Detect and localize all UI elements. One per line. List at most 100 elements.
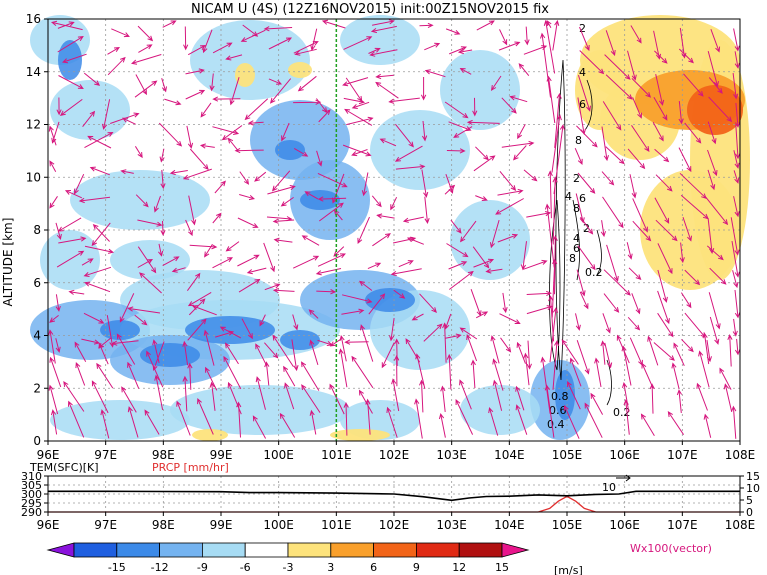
wind-vector-arrow xyxy=(470,289,482,317)
wind-vector-arrow xyxy=(186,272,201,291)
wind-vector-arrow xyxy=(684,122,702,144)
wind-vector-arrow xyxy=(547,170,553,219)
wind-vector-arrow xyxy=(727,334,733,367)
wind-vector-arrow xyxy=(161,78,167,93)
x-tick-label: 104E xyxy=(494,448,525,462)
wind-vector-arrow xyxy=(225,241,240,252)
contour-label: 4 xyxy=(573,232,580,245)
wind-vector-arrow xyxy=(485,268,503,274)
colorbar-tick-label: -6 xyxy=(240,561,251,574)
shading-blob xyxy=(575,50,625,130)
y-tick-label: 0 xyxy=(33,434,41,448)
shading-blob xyxy=(330,429,390,441)
wind-vector-arrow xyxy=(438,412,446,438)
wind-vector-arrow xyxy=(388,97,420,104)
wind-vector-arrow xyxy=(460,220,477,243)
wind-vector-arrow xyxy=(57,217,82,232)
wind-vector-arrow xyxy=(466,334,478,362)
contour-label: 8 xyxy=(575,134,582,147)
wind-vector-arrow xyxy=(579,50,605,75)
wind-vector-arrow xyxy=(679,242,685,264)
wind-vector-arrow xyxy=(212,96,241,102)
wind-vector-arrow xyxy=(549,306,559,363)
wind-vector-arrow xyxy=(59,98,83,116)
colorbar-segment xyxy=(159,542,203,558)
wind-vector-arrow xyxy=(419,293,437,313)
wind-vector-arrow xyxy=(62,53,87,64)
wind-vector-arrow xyxy=(734,289,741,319)
wind-vector-arrow xyxy=(415,353,426,390)
wind-vector-arrow xyxy=(48,125,57,146)
wind-vector-arrow xyxy=(577,172,596,194)
wind-vector-arrow xyxy=(626,242,633,260)
wind-vector-arrow xyxy=(590,392,604,415)
wind-vector-arrow xyxy=(212,126,240,135)
wind-vector-arrow xyxy=(497,188,524,196)
wind-vector-arrow xyxy=(475,195,488,201)
wind-vector-arrow xyxy=(367,262,382,270)
wind-vector-arrow xyxy=(48,384,59,415)
wind-vector-arrow xyxy=(134,314,148,326)
wind-vector-arrow xyxy=(509,95,528,103)
surface-x-tick-label: 107E xyxy=(667,518,698,532)
wind-vector-arrow xyxy=(127,361,140,389)
wind-vector-arrow xyxy=(501,140,535,148)
wind-vector-arrow xyxy=(171,267,186,273)
wind-vector-arrow xyxy=(120,169,134,175)
wind-vector-arrow xyxy=(402,216,424,223)
wind-vector-arrow xyxy=(134,146,143,159)
wind-vector-arrow xyxy=(492,358,504,391)
wind-vector-arrow xyxy=(513,145,527,161)
wind-vector-arrow xyxy=(594,357,602,387)
wind-vector-arrow xyxy=(631,125,650,153)
wind-vector-arrow xyxy=(127,306,161,314)
x-tick-label: 102E xyxy=(379,448,410,462)
wind-vector-arrow xyxy=(421,120,428,142)
wind-vector-arrow xyxy=(162,20,177,28)
wind-vector-arrow xyxy=(440,385,446,412)
contour-label: 4 xyxy=(579,66,586,79)
wind-vector-arrow xyxy=(376,213,395,219)
wind-vector-arrow xyxy=(448,270,474,290)
wind-vector-arrow xyxy=(731,405,737,439)
wind-vector-arrow xyxy=(526,211,552,218)
wind-vector-arrow xyxy=(269,78,292,104)
colorbar-segment xyxy=(415,542,460,558)
wind-vector-arrow xyxy=(293,147,309,157)
wind-vector-arrow xyxy=(159,148,165,163)
contour-label: 6 xyxy=(579,192,586,205)
wind-vector-arrow xyxy=(576,269,586,297)
wind-vector-arrow xyxy=(343,401,349,436)
colorbar-max-triangle xyxy=(501,542,530,558)
wind-vector-arrow xyxy=(707,169,716,191)
wind-vector-arrow xyxy=(605,74,633,100)
colorbar-min-triangle xyxy=(46,542,75,558)
wind-vector-arrow xyxy=(100,409,110,439)
wind-vector-arrow xyxy=(518,63,530,77)
wind-vector-arrow xyxy=(673,342,685,367)
wind-vector-arrow xyxy=(684,312,706,339)
wind-vector-arrow xyxy=(263,242,275,273)
wind-vector-arrow xyxy=(301,384,321,413)
wind-vector-arrow xyxy=(647,335,659,366)
wind-vector-arrow xyxy=(445,28,461,35)
wind-vector-arrow xyxy=(579,291,589,310)
wind-vector-arrow xyxy=(517,123,526,140)
wind-vector-arrow xyxy=(719,367,732,390)
wind-vector-arrow xyxy=(182,375,188,412)
wind-vector-arrow xyxy=(667,411,685,435)
wind-vector-arrow xyxy=(601,126,609,162)
wind-vector-arrow xyxy=(301,235,320,246)
shading-blob xyxy=(235,63,255,87)
contour-label: 0.6 xyxy=(549,404,567,417)
main-y-axis: 0 2 4 6 8 10 12 14 16 xyxy=(26,12,48,448)
wind-vector-arrow xyxy=(601,171,615,186)
wind-vector-arrow xyxy=(346,116,374,126)
x-tick-label: 108E xyxy=(725,448,756,462)
wind-vector-arrow xyxy=(146,350,164,388)
wind-vector-arrow xyxy=(602,196,624,229)
wind-vector-arrow xyxy=(657,290,670,325)
wind-vector-arrow xyxy=(683,73,704,97)
surface-x-tick-label: 104E xyxy=(494,518,525,532)
wind-vector-arrow xyxy=(294,48,317,56)
